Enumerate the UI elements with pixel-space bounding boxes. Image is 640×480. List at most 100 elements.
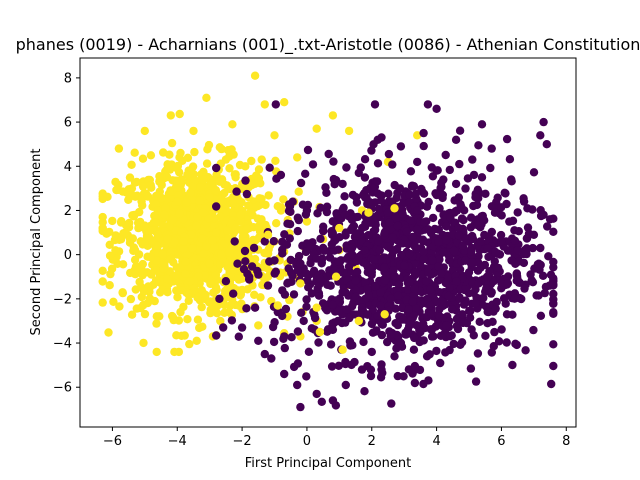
scatter-point-yellow <box>98 226 107 236</box>
scatter-point-purple <box>529 325 538 335</box>
scatter-point-purple <box>491 304 500 313</box>
y-tick-label: 0 <box>64 248 72 263</box>
scatter-point-purple <box>307 289 316 298</box>
scatter-point-yellow <box>160 210 169 220</box>
scatter-point-yellow <box>195 196 204 205</box>
scatter-point-purple <box>449 339 458 349</box>
scatter-point-yellow <box>234 301 243 310</box>
scatter-point-yellow <box>163 274 172 284</box>
scatter-point-yellow <box>151 276 161 285</box>
scatter-point-yellow <box>206 278 215 288</box>
scatter-point-purple <box>360 173 370 182</box>
scatter-point-purple <box>479 293 488 303</box>
scatter-point-purple <box>357 365 367 374</box>
scatter-point-yellow <box>237 285 247 295</box>
scatter-point-yellow <box>211 186 221 195</box>
scatter-point-purple <box>280 290 290 299</box>
scatter-point-purple <box>493 193 502 202</box>
scatter-point-yellow <box>109 297 118 306</box>
scatter-point-yellow <box>126 294 136 304</box>
scatter-point-purple <box>219 323 228 332</box>
scatter-point-purple <box>490 257 499 266</box>
scatter-point-purple <box>458 310 467 319</box>
scatter-point-yellow <box>163 288 172 297</box>
scatter-point-purple <box>383 242 392 251</box>
scatter-point-purple <box>507 175 516 184</box>
scatter-point-purple <box>312 254 321 263</box>
scatter-point-purple <box>357 303 367 312</box>
scatter-point-purple <box>473 221 482 230</box>
scatter-point-purple <box>481 189 490 198</box>
scatter-point-yellow <box>216 316 225 326</box>
scatter-point-yellow <box>161 203 170 213</box>
scatter-point-purple <box>520 284 529 293</box>
scatter-point-purple <box>299 316 308 326</box>
scatter-point-purple <box>280 343 289 353</box>
scatter-point-purple <box>212 202 221 211</box>
scatter-point-yellow <box>263 272 273 281</box>
scatter-point-purple <box>419 336 428 345</box>
scatter-point-purple <box>302 372 311 381</box>
scatter-point-yellow <box>105 281 114 290</box>
scatter-point-purple <box>418 235 428 244</box>
scatter-point-yellow <box>165 150 174 159</box>
scatter-point-yellow <box>188 244 197 253</box>
scatter-point-purple <box>497 237 506 246</box>
scatter-point-yellow <box>206 308 215 318</box>
scatter-point-purple <box>272 174 281 183</box>
scatter-point-purple <box>447 305 457 314</box>
scatter-point-purple <box>265 163 274 172</box>
scatter-point-purple <box>386 294 396 303</box>
scatter-point-yellow <box>221 155 231 164</box>
scatter-point-yellow <box>125 173 135 182</box>
scatter-point-yellow <box>225 164 234 173</box>
scatter-point-yellow <box>413 131 422 140</box>
x-tick-label: −4 <box>168 434 187 449</box>
scatter-point-purple <box>396 142 406 151</box>
scatter-point-yellow <box>156 177 166 186</box>
scatter-point-yellow <box>184 290 193 299</box>
scatter-point-purple <box>302 206 312 215</box>
scatter-point-purple <box>372 177 382 186</box>
scatter-point-purple <box>422 277 431 286</box>
scatter-point-purple <box>497 325 506 334</box>
scatter-point-purple <box>254 336 263 345</box>
scatter-point-purple <box>406 167 416 176</box>
scatter-point-purple <box>513 246 522 255</box>
scatter-point-purple <box>420 218 429 227</box>
scatter-point-purple <box>296 259 305 268</box>
scatter-point-yellow <box>183 315 192 324</box>
scatter-point-purple <box>354 168 363 178</box>
scatter-point-yellow <box>167 311 177 321</box>
scatter-point-yellow <box>181 269 190 278</box>
scatter-point-purple <box>271 100 280 109</box>
scatter-point-purple <box>408 232 417 242</box>
scatter-point-yellow <box>135 207 144 217</box>
scatter-point-yellow <box>118 260 128 269</box>
scatter-point-purple <box>507 256 516 265</box>
x-tick-label: 2 <box>368 434 376 449</box>
scatter-point-purple <box>467 247 476 256</box>
scatter-point-yellow <box>151 218 160 227</box>
scatter-point-purple <box>269 337 279 347</box>
scatter-point-yellow <box>201 290 210 300</box>
scatter-point-yellow <box>140 126 149 136</box>
scatter-point-purple <box>243 269 252 278</box>
scatter-point-yellow <box>115 302 124 311</box>
scatter-point-yellow <box>139 338 148 348</box>
scatter-point-purple <box>253 266 262 276</box>
scatter-point-purple <box>347 360 356 370</box>
scatter-point-purple <box>483 319 492 328</box>
scatter-point-purple <box>347 215 357 225</box>
scatter-point-purple <box>408 369 417 378</box>
scatter-point-purple <box>490 208 500 217</box>
scatter-point-purple <box>445 283 454 292</box>
scatter-point-yellow <box>165 165 175 174</box>
scatter-point-purple <box>405 277 415 286</box>
scatter-point-purple <box>410 378 420 388</box>
scatter-point-yellow <box>182 198 192 207</box>
scatter-point-yellow <box>296 279 305 288</box>
scatter-point-yellow <box>98 298 107 307</box>
scatter-point-yellow <box>199 208 208 217</box>
scatter-point-purple <box>304 283 313 292</box>
